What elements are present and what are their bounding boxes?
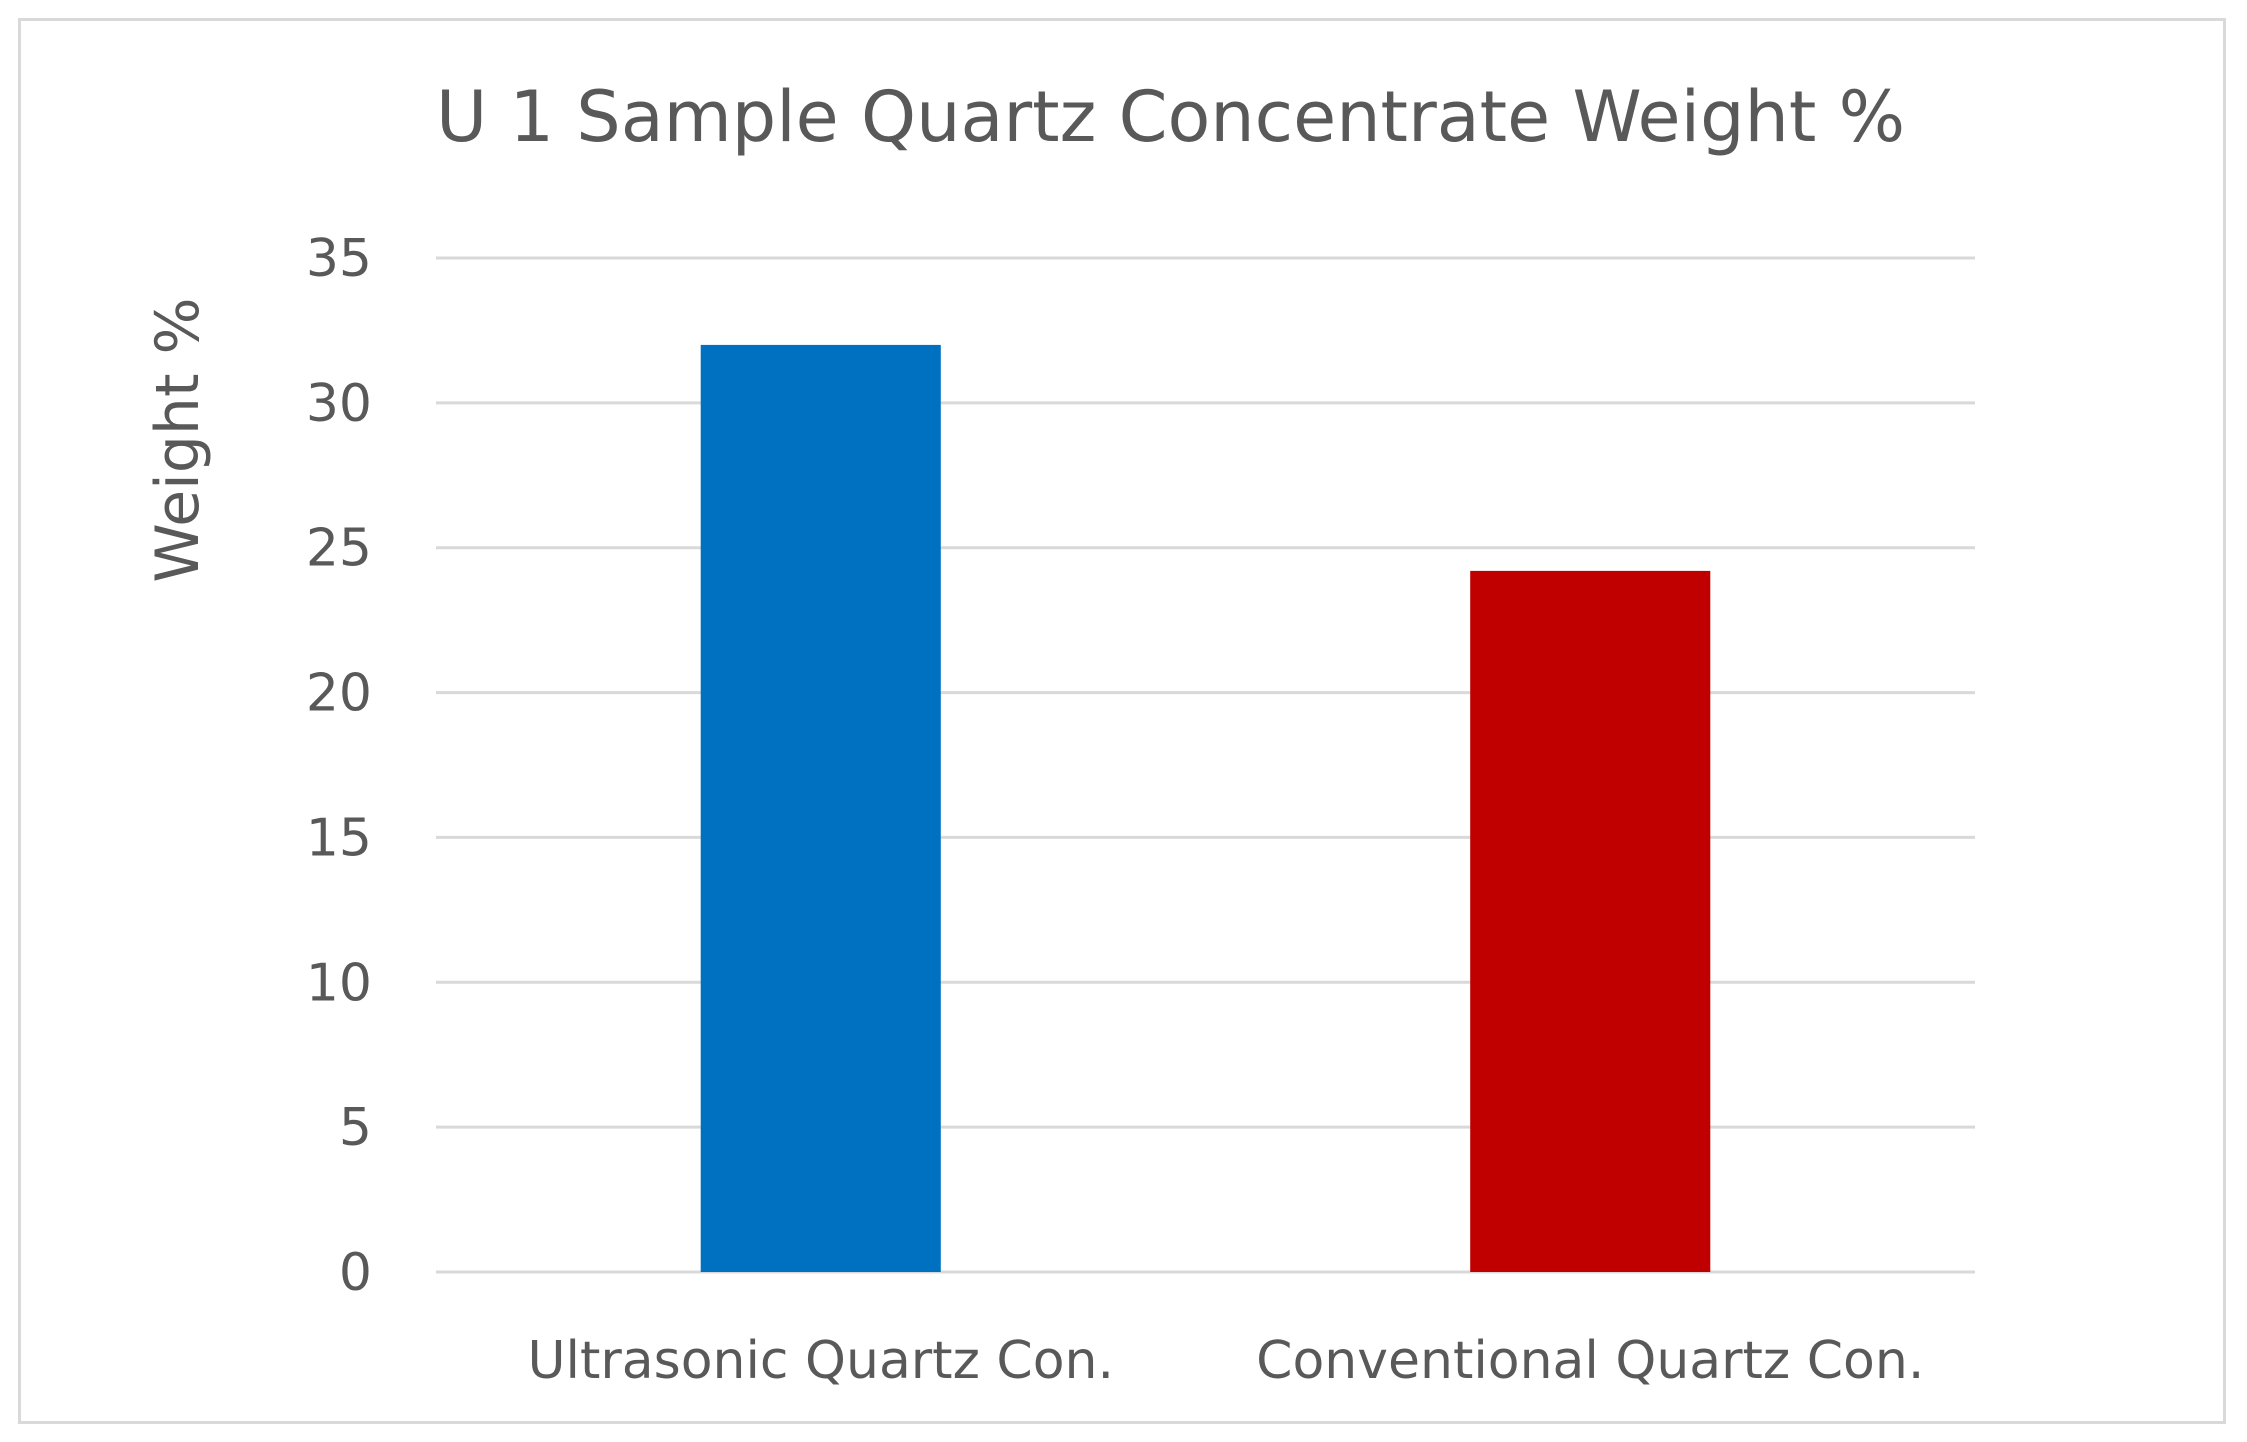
y-tick-label: 25 [306,519,372,579]
y-tick-label: 15 [306,808,372,868]
y-tick-label: 35 [306,229,372,289]
y-tick-label: 5 [339,1098,372,1158]
y-tick-labels: 0 5 10 15 20 25 30 35 [306,229,372,1303]
x-category-label: Ultrasonic Quartz Con. [527,1331,1114,1391]
y-tick-label: 0 [339,1243,372,1303]
x-category-label: Conventional Quartz Con. [1256,1331,1924,1391]
x-category-labels: Ultrasonic Quartz Con. Conventional Quart… [527,1331,1924,1391]
bars [700,344,1711,1272]
y-tick-label: 30 [306,374,372,434]
chart-frame [18,18,2226,1424]
bar [1470,570,1711,1272]
bar [700,344,941,1272]
y-tick-label: 10 [306,953,372,1013]
y-tick-label: 20 [306,664,372,724]
gridlines [436,256,1975,1274]
chart-title: U 1 Sample Quartz Concentrate Weight % [436,76,1906,158]
